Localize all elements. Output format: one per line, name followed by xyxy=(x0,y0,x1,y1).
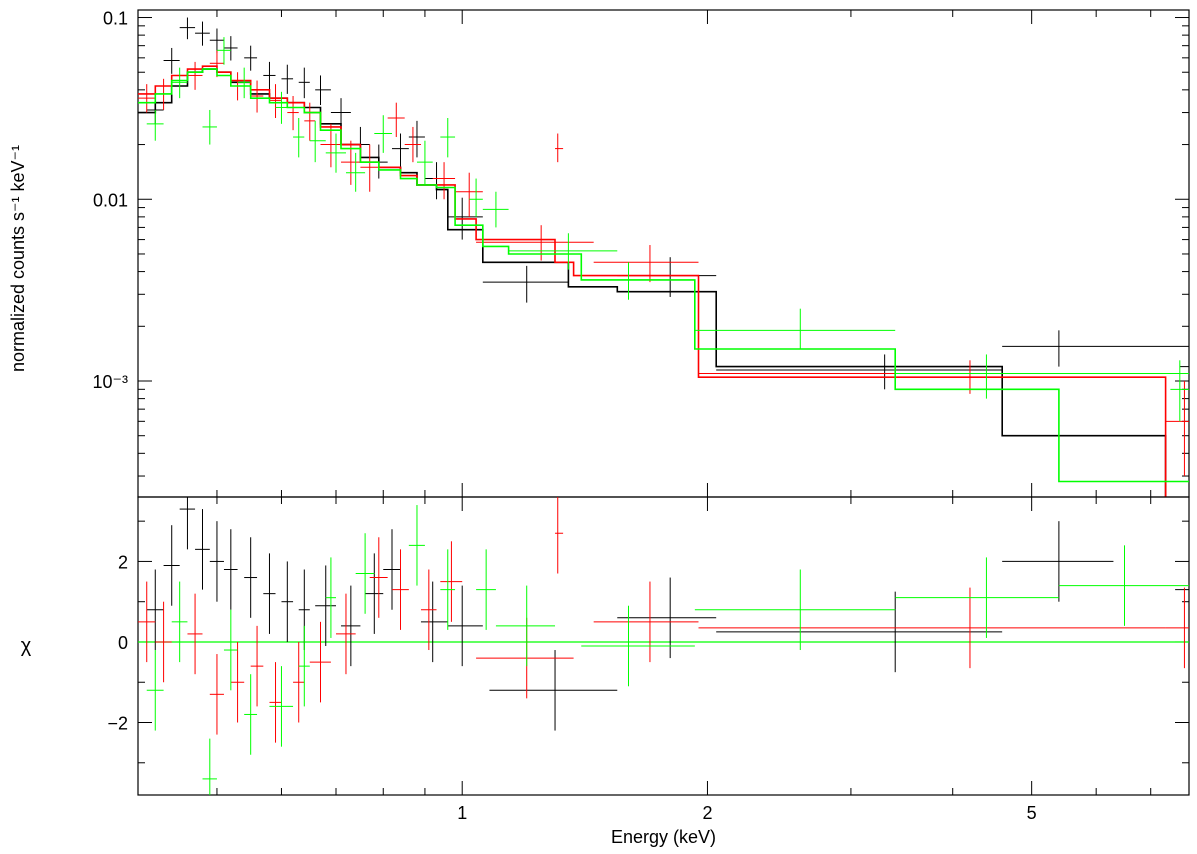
spectrum-ticks xyxy=(137,10,1189,497)
model-step-line xyxy=(138,65,1167,497)
x-tick-label: 5 xyxy=(1027,803,1037,823)
spectrum-y-axis-label: normalized counts s⁻¹ keV⁻¹ xyxy=(8,145,28,372)
y-tick-label: 10⁻³ xyxy=(92,372,128,392)
x-tick-label: 2 xyxy=(702,803,712,823)
model-step-line xyxy=(138,68,1189,483)
spectrum-series-1 xyxy=(138,50,1189,497)
y-tick-label: 0.1 xyxy=(103,9,128,29)
y-tick-label: 0 xyxy=(118,633,128,653)
spectrum-series-2 xyxy=(138,37,1189,483)
y-tick-label: 2 xyxy=(118,552,128,572)
spectrum-tick-labels: 0.1 0.01 10⁻³ xyxy=(92,9,128,392)
residual-series xyxy=(138,497,1189,795)
model-step-line xyxy=(138,68,1167,497)
y-tick-label: 0.01 xyxy=(93,190,128,210)
residual-y-axis-label: χ xyxy=(21,635,32,657)
spectrum-panel: 0.1 0.01 10⁻³ normalized counts s⁻¹ keV⁻¹ xyxy=(8,9,1190,498)
residual-series-2 xyxy=(146,505,1189,795)
spectrum-plot-frame xyxy=(137,9,1190,498)
residual-series-1 xyxy=(138,497,1189,743)
residual-series-0 xyxy=(146,497,1189,731)
spectrum-series xyxy=(138,17,1189,497)
x-tick-label: 1 xyxy=(457,803,467,823)
y-tick-label: −2 xyxy=(107,714,128,734)
residual-plot-frame xyxy=(137,496,1190,796)
x-axis-label: Energy (keV) xyxy=(611,827,716,847)
residual-panel: 1 2 5 2 0 −2 χ xyxy=(21,496,1190,823)
residual-tick-labels: 1 2 5 2 0 −2 xyxy=(107,552,1036,823)
